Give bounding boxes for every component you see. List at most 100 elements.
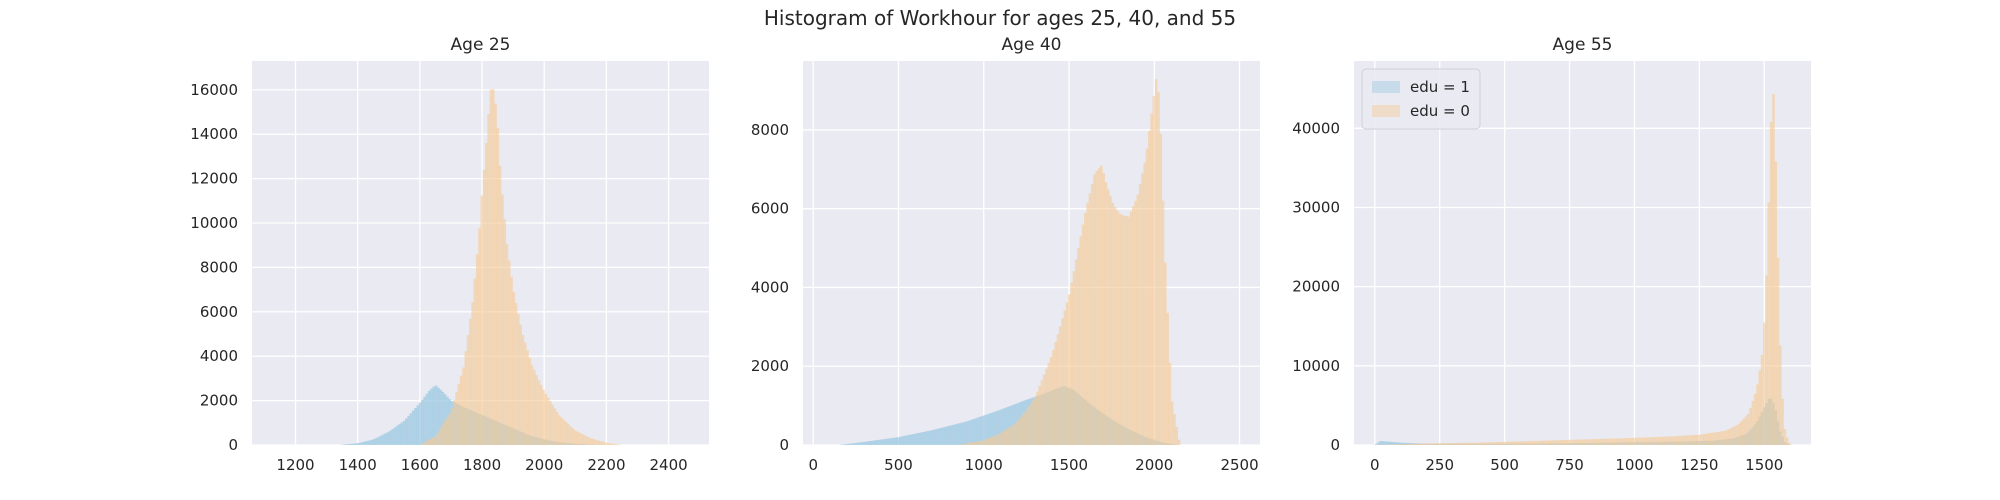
panel-1: Age 25 1200 1400 1600 1800 2000 2200 2400 0 2000 4… [190, 35, 709, 474]
histogram-bar [921, 432, 925, 445]
panel-title: Age 25 [451, 35, 511, 55]
histogram-bar [1390, 441, 1394, 445]
histogram-bar [912, 433, 916, 445]
histogram-bar [878, 439, 881, 445]
histogram-bar [1680, 435, 1684, 445]
histogram-bar [1166, 312, 1169, 445]
histogram-bar [965, 443, 968, 445]
histogram-bar [523, 342, 527, 445]
histogram-bar [439, 389, 442, 445]
histogram-bar [457, 383, 461, 445]
histogram-bar [965, 421, 968, 445]
histogram-bar [368, 440, 372, 445]
histogram-bar [1427, 443, 1430, 445]
histogram-bar [1747, 413, 1750, 445]
histogram-bar [347, 444, 351, 445]
histogram-bar [981, 415, 984, 445]
x-tick-label: 2200 [587, 456, 625, 474]
histogram-bar [1116, 210, 1119, 445]
histogram-bar [985, 438, 989, 445]
y-tick-label: 12000 [190, 170, 238, 188]
histogram-bar [421, 443, 424, 445]
histogram-bar [1719, 431, 1723, 445]
histogram-bar [1751, 400, 1755, 445]
histogram-bar [1756, 384, 1759, 445]
histogram-bar [887, 438, 891, 445]
histogram-bar [414, 407, 417, 445]
histogram-bar [1095, 170, 1099, 445]
histogram-bar [587, 437, 591, 445]
histogram-bar [1559, 440, 1563, 445]
histogram-bar [988, 437, 991, 445]
figure-suptitle: Histogram of Workhour for ages 25, 40, a… [764, 6, 1236, 30]
histogram-bar [400, 422, 404, 445]
histogram-bar [1379, 441, 1382, 445]
histogram-bar [1785, 437, 1789, 445]
histogram-bar [1004, 407, 1007, 445]
histogram-bar [560, 417, 564, 445]
histogram-bar [953, 424, 957, 445]
histogram-bar [1753, 394, 1757, 445]
histogram-bar [1776, 257, 1780, 445]
histogram-bar [994, 411, 998, 445]
histogram-bar [1001, 408, 1005, 445]
histogram-bar [1664, 436, 1668, 445]
histogram-bar [1561, 440, 1565, 445]
histogram-bar [1609, 438, 1613, 445]
histogram-bar [914, 433, 918, 445]
histogram-bar [382, 434, 385, 445]
histogram-bars [839, 79, 1181, 445]
histogram-bar [1433, 443, 1437, 445]
histogram-bar [1765, 275, 1768, 445]
histogram-bar [1779, 345, 1782, 445]
histogram-bar [1385, 441, 1389, 445]
histogram-bar [343, 444, 346, 445]
histogram-bar [549, 401, 552, 445]
histogram-bar [1648, 437, 1652, 445]
histogram-bar [1404, 442, 1407, 445]
histogram-bar [391, 429, 394, 445]
histogram-bar [1042, 374, 1046, 445]
histogram-bar [606, 442, 609, 445]
histogram-bar [853, 443, 856, 445]
histogram-bar [1029, 404, 1032, 445]
histogram-bar [871, 440, 875, 445]
histogram-bar [1541, 440, 1544, 445]
histogram-bar [1122, 215, 1126, 445]
histogram-bar [1571, 439, 1574, 445]
histogram-bar [962, 422, 966, 445]
histogram-bar [910, 434, 913, 445]
histogram-bar [526, 350, 529, 445]
histogram-bar [1527, 441, 1531, 445]
histogram-bar [992, 411, 996, 445]
legend-swatch [1372, 105, 1400, 117]
histogram-bar [937, 428, 941, 445]
histogram-bar [1152, 95, 1156, 445]
histogram-bar [537, 380, 541, 445]
histogram-bar [1154, 79, 1158, 445]
histogram-bar [1074, 259, 1078, 445]
histogram-bar [997, 434, 1000, 445]
histogram-bar [1008, 426, 1012, 445]
histogram-bar [976, 417, 980, 445]
histogram-bar [978, 416, 982, 445]
histogram-bar [352, 443, 356, 445]
histogram-bar [1376, 442, 1380, 445]
histogram-bar [1052, 350, 1055, 445]
histogram-bar [1557, 440, 1560, 445]
histogram-bar [967, 443, 971, 445]
histogram-bar [1056, 334, 1060, 445]
histogram-bar [1781, 398, 1784, 445]
histogram-bar [576, 431, 580, 445]
histogram-bar [978, 440, 982, 445]
legend-label: edu = 0 [1410, 102, 1470, 120]
histogram-bar [578, 432, 582, 445]
panel-title: Age 55 [1553, 35, 1613, 55]
histogram-bar [393, 427, 397, 445]
histogram-bar [1511, 441, 1515, 445]
histogram-bar [967, 420, 971, 445]
histogram-bar [956, 423, 959, 445]
histogram-bar [1548, 440, 1551, 445]
histogram-bar [1072, 271, 1076, 445]
histogram-bar [1120, 214, 1124, 445]
